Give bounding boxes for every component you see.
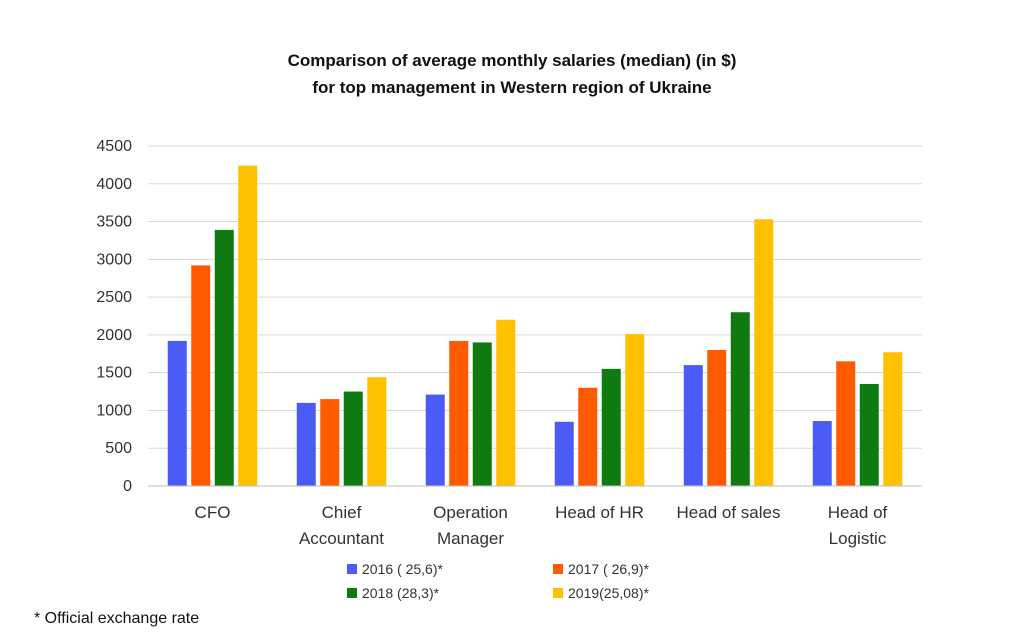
chart-title-line: Comparison of average monthly salaries (… xyxy=(288,51,737,70)
bar xyxy=(883,352,903,486)
legend-swatch xyxy=(347,588,357,598)
category-label: Head of xyxy=(828,503,888,522)
y-tick-label: 3500 xyxy=(96,214,132,231)
y-axis-tick-labels: 0 500 1000 1500 2000 2500 3000 3500 4000 4500 xyxy=(96,138,132,495)
legend-label: 2016 ( 25,6)* xyxy=(362,561,443,577)
legend: 2016 ( 25,6)* 2017 ( 26,9)* 2018 (28,3)* 20… xyxy=(347,561,650,601)
bar xyxy=(238,165,258,486)
y-tick-label: 2500 xyxy=(96,289,132,306)
bar xyxy=(625,334,645,486)
category-label: Chief xyxy=(322,503,362,522)
bar xyxy=(812,421,832,486)
category-label: Manager xyxy=(437,529,504,548)
bar xyxy=(578,387,598,486)
category-label: Accountant xyxy=(299,529,384,548)
bar xyxy=(296,402,316,486)
legend-swatch xyxy=(553,588,563,598)
bar xyxy=(730,312,750,486)
bar xyxy=(836,361,856,486)
bar xyxy=(683,365,703,486)
bar xyxy=(425,394,445,486)
bar xyxy=(320,399,340,486)
bar xyxy=(449,340,469,486)
category-label: Operation xyxy=(433,503,508,522)
bar xyxy=(554,421,574,486)
legend-swatch xyxy=(553,564,563,574)
y-tick-label: 4000 xyxy=(96,176,132,193)
y-tick-label: 3000 xyxy=(96,251,132,268)
y-tick-label: 0 xyxy=(123,478,132,495)
bar xyxy=(191,265,211,486)
chart-title-line: for top management in Western region of … xyxy=(312,78,711,97)
bar xyxy=(472,342,492,486)
y-tick-label: 4500 xyxy=(96,138,132,155)
legend-swatch xyxy=(347,564,357,574)
legend-label: 2018 (28,3)* xyxy=(362,585,440,601)
category-label: CFO xyxy=(195,503,231,522)
bar xyxy=(859,384,879,486)
y-tick-label: 500 xyxy=(105,440,132,457)
bar xyxy=(343,391,363,486)
legend-label: 2017 ( 26,9)* xyxy=(568,561,649,577)
category-label: Logistic xyxy=(829,529,887,548)
bar xyxy=(367,377,387,486)
bar xyxy=(167,340,187,486)
footnote: * Official exchange rate xyxy=(34,610,200,627)
y-tick-label: 1500 xyxy=(96,365,132,382)
y-tick-label: 2000 xyxy=(96,327,132,344)
bar xyxy=(214,229,234,486)
x-axis-category-labels: CFO Chief Accountant Operation Manager Head o… xyxy=(195,503,888,548)
category-label: Head of HR xyxy=(555,503,644,522)
bar xyxy=(496,319,516,486)
category-label: Head of sales xyxy=(677,503,781,522)
bars xyxy=(167,165,903,487)
bar xyxy=(754,219,774,487)
chart-title: Comparison of average monthly salaries (… xyxy=(288,51,737,97)
legend-label: 2019(25,08)* xyxy=(568,585,650,601)
bar xyxy=(601,368,621,486)
y-tick-label: 1000 xyxy=(96,402,132,419)
bar xyxy=(707,350,727,486)
gridlines xyxy=(148,145,922,449)
